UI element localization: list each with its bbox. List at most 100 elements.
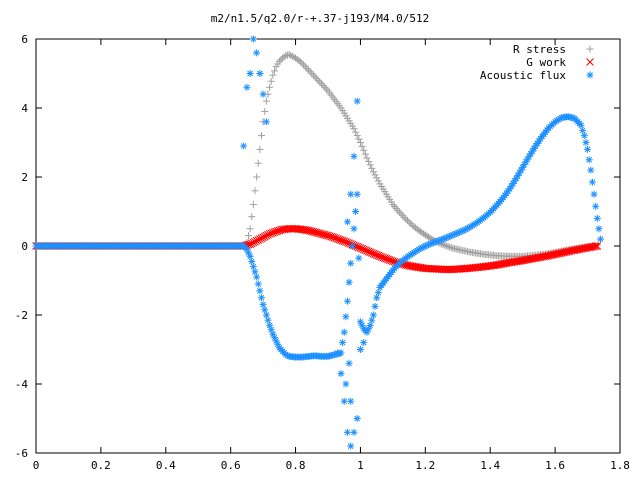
data-point (400, 213, 408, 221)
data-point (321, 83, 329, 91)
axis-ticks: 0 0.2 0.4 0.6 0.8 1 1.2 1.4 1.6 1.8 6 4 2 0 -2 -4 -6 (15, 33, 630, 472)
data-point (352, 128, 360, 136)
data-point (269, 71, 277, 79)
y-tick-label: -2 (15, 309, 28, 322)
data-point (347, 397, 355, 405)
data-point (301, 63, 309, 71)
data-point (593, 242, 602, 250)
data-point (301, 226, 310, 234)
data-point (262, 118, 270, 126)
data-point (259, 90, 267, 98)
data-point (442, 242, 450, 250)
x-tick-label: 0.2 (91, 459, 111, 472)
data-point (288, 52, 296, 60)
data-point (249, 263, 257, 271)
data-point (277, 56, 285, 64)
data-point (560, 248, 569, 257)
data-point (582, 139, 590, 146)
data-point (580, 132, 588, 140)
data-point (562, 248, 571, 256)
data-point (343, 218, 351, 226)
data-point (403, 217, 411, 225)
data-point (345, 278, 353, 286)
data-point (350, 125, 358, 133)
y-tick-label: -6 (15, 447, 28, 460)
data-point (369, 311, 377, 319)
data-point (559, 248, 568, 257)
x-tick-label: 1.2 (415, 459, 435, 472)
data-point (256, 70, 264, 77)
data-point (343, 297, 351, 305)
data-point (350, 152, 358, 160)
data-point (405, 218, 413, 226)
data-point (305, 66, 313, 74)
y-tick-label: 2 (21, 171, 28, 184)
data-point (592, 202, 600, 210)
data-point (259, 301, 267, 309)
data-point (267, 77, 275, 85)
data-point (366, 321, 374, 329)
data-point (369, 168, 377, 176)
x-tick-label: 1.6 (545, 459, 565, 472)
data-point (253, 273, 261, 281)
data-point (246, 70, 254, 77)
legend-marker (586, 58, 594, 66)
x-tick-label: 0.4 (156, 459, 176, 472)
data-point (246, 225, 254, 233)
data-point (395, 208, 403, 216)
data-point (340, 397, 348, 405)
data-point (394, 206, 402, 214)
data-point (397, 210, 405, 218)
data-point (365, 157, 373, 165)
data-point (270, 67, 278, 75)
data-point (334, 349, 342, 357)
data-point (549, 250, 558, 259)
data-point (287, 51, 295, 59)
data-point (590, 242, 598, 251)
data-point (368, 316, 376, 324)
data-point (246, 252, 254, 260)
data-point (300, 61, 308, 69)
data-point (254, 159, 262, 167)
data-point (441, 241, 449, 249)
data-point (350, 428, 358, 436)
data-point (588, 178, 596, 186)
data-point (309, 71, 317, 79)
data-point (251, 268, 259, 276)
data-point (319, 82, 327, 90)
data-point (597, 235, 605, 243)
series-scatter-3 (240, 35, 368, 450)
data-point (262, 97, 270, 105)
data-point (557, 249, 566, 257)
data-point (253, 173, 261, 181)
data-point (548, 251, 556, 259)
data-point (347, 259, 355, 267)
data-point (595, 225, 603, 233)
data-point (373, 174, 381, 182)
data-point (257, 294, 265, 302)
data-point (567, 246, 576, 255)
data-point (296, 58, 304, 66)
x-tick-label: 0 (33, 459, 40, 472)
data-point (254, 280, 262, 288)
series-g-work (32, 224, 602, 274)
data-point (358, 142, 366, 150)
data-point (577, 121, 585, 129)
data-point (543, 252, 551, 260)
data-point (368, 164, 376, 172)
data-point (240, 142, 248, 150)
data-point (584, 145, 592, 153)
data-point (590, 190, 598, 198)
data-point (266, 83, 274, 91)
data-point (257, 132, 265, 140)
data-point (285, 51, 293, 59)
legend-marker (586, 71, 594, 79)
data-point (556, 249, 564, 258)
data-point (350, 225, 358, 233)
data-point (356, 346, 364, 353)
data-point (565, 247, 574, 256)
data-point (342, 313, 350, 321)
data-point (353, 415, 361, 422)
data-point (248, 213, 256, 221)
